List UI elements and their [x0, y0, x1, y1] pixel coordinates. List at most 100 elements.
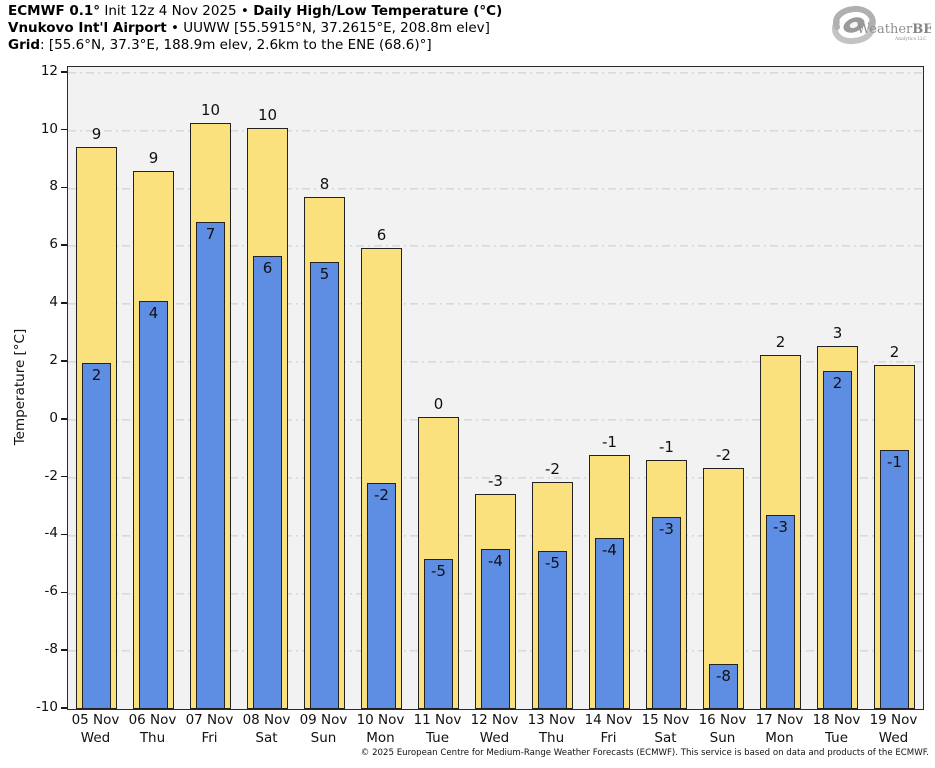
x-tick-weekday: Thu	[139, 729, 166, 746]
x-tick-weekday: Mon	[765, 729, 794, 746]
y-tick-mark	[61, 475, 67, 478]
bar-daily-low	[766, 515, 795, 709]
bar-daily-low	[310, 262, 339, 709]
x-tick-label: 09 Nov Sun	[295, 712, 352, 747]
x-tick-date: 06 Nov	[128, 712, 177, 728]
bar-daily-low	[709, 664, 738, 709]
x-tick-date: 13 Nov	[527, 712, 576, 728]
y-tick-label: -2	[44, 467, 58, 484]
high-value-label: 9	[148, 149, 159, 168]
y-tick-label: -6	[44, 583, 58, 600]
x-tick-date: 19 Nov	[869, 712, 918, 728]
low-value-label: -4	[488, 551, 503, 570]
y-axis-title: Temperature [°C]	[12, 328, 28, 446]
x-tick-weekday: Sun	[310, 729, 337, 746]
logo-wordmark: WeatherBELL	[857, 22, 931, 37]
gridline	[68, 245, 923, 248]
x-tick-date: 07 Nov	[185, 712, 234, 728]
high-value-label: 9	[91, 124, 102, 143]
bar-daily-low	[82, 363, 111, 709]
x-tick-label: 08 Nov Sat	[238, 712, 295, 747]
low-value-label: -4	[602, 541, 617, 560]
low-value-label: -3	[659, 519, 674, 538]
logo-text-bell: BELL	[912, 22, 931, 37]
gridline	[68, 71, 923, 74]
high-value-label: 2	[775, 332, 786, 351]
low-value-label: -8	[716, 667, 731, 686]
bar-daily-low	[196, 221, 225, 709]
x-tick-date: 09 Nov	[299, 712, 348, 728]
high-value-label: 3	[832, 324, 843, 343]
y-tick-label: 6	[49, 236, 58, 253]
bar-daily-low	[481, 548, 510, 709]
title-grid-coords: : [55.6°N, 37.3°E, 188.9m elev, 2.6km to…	[40, 37, 432, 53]
x-tick-label: 11 Nov Tue	[409, 712, 466, 747]
x-tick-label: 05 Nov Wed	[67, 712, 124, 747]
x-tick-weekday: Thu	[538, 729, 565, 746]
x-tick-weekday: Fri	[600, 729, 617, 746]
x-tick-weekday: Wed	[878, 729, 909, 746]
low-value-label: 5	[319, 265, 330, 284]
y-tick-mark	[61, 591, 67, 594]
gridline	[68, 187, 923, 190]
high-value-label: 8	[319, 175, 330, 194]
x-tick-label: 18 Nov Tue	[808, 712, 865, 747]
x-tick-weekday: Wed	[80, 729, 111, 746]
title-line-2: Vnukovo Int'l Airport • UUWW [55.5915°N,…	[8, 20, 502, 37]
high-value-label: 2	[889, 342, 900, 361]
footer-credit: © 2025 European Centre for Medium-Range …	[360, 748, 929, 758]
title-line-1: ECMWF 0.1° Init 12z 4 Nov 2025 • Daily H…	[8, 3, 502, 20]
y-tick-mark	[61, 302, 67, 304]
hurricane-swirl-icon	[832, 5, 876, 45]
gridline	[68, 476, 923, 479]
gridline	[68, 419, 923, 421]
title-model: ECMWF 0.1°	[8, 3, 101, 19]
y-tick-mark	[61, 533, 67, 536]
bar-daily-low	[823, 370, 852, 709]
bar-daily-low	[367, 483, 396, 709]
x-tick-date: 17 Nov	[755, 712, 804, 728]
x-tick-weekday: Sat	[255, 729, 278, 746]
x-tick-date: 11 Nov	[413, 712, 462, 728]
x-tick-label: 06 Nov Thu	[124, 712, 181, 747]
x-tick-weekday: Sun	[709, 729, 736, 746]
x-tick-date: 10 Nov	[356, 712, 405, 728]
x-tick-date: 16 Nov	[698, 712, 747, 728]
x-tick-label: 19 Nov Wed	[865, 712, 922, 747]
title-product: Daily High/Low Temperature (°C)	[253, 3, 503, 19]
x-tick-weekday: Fri	[201, 729, 218, 746]
x-tick-date: 12 Nov	[470, 712, 519, 728]
y-tick-label: -10	[35, 699, 58, 715]
low-value-label: -2	[374, 486, 389, 505]
y-tick-label: 4	[49, 294, 58, 311]
high-value-label: -1	[602, 432, 617, 451]
bar-daily-low	[595, 538, 624, 709]
logo-subtitle: Analytics LLC	[894, 36, 927, 42]
bar-daily-low	[253, 256, 282, 709]
y-tick-mark	[61, 707, 67, 709]
title-line-3: Grid: [55.6°N, 37.3°E, 188.9m elev, 2.6k…	[8, 37, 502, 54]
y-tick-mark	[61, 70, 67, 73]
y-tick-mark	[61, 186, 67, 189]
x-tick-weekday: Wed	[479, 729, 510, 746]
low-value-label: 2	[91, 366, 102, 385]
low-value-label: 6	[262, 259, 273, 278]
low-value-label: 7	[205, 224, 216, 243]
y-tick-label: 8	[49, 178, 58, 195]
high-value-label: -3	[488, 471, 503, 490]
y-tick-label: 2	[49, 351, 58, 368]
gridline	[68, 129, 923, 132]
high-value-label: -2	[545, 459, 560, 478]
low-value-label: -5	[545, 554, 560, 573]
low-value-label: -5	[431, 561, 446, 580]
x-tick-label: 14 Nov Fri	[580, 712, 637, 747]
high-value-label: -1	[659, 438, 674, 457]
x-tick-label: 15 Nov Sat	[637, 712, 694, 747]
y-tick-mark	[61, 649, 67, 651]
title-station: Vnukovo Int'l Airport	[8, 20, 167, 36]
high-value-label: -2	[716, 445, 731, 464]
gridline	[68, 361, 923, 364]
y-tick-mark	[61, 244, 67, 247]
y-tick-label: 10	[40, 120, 58, 137]
